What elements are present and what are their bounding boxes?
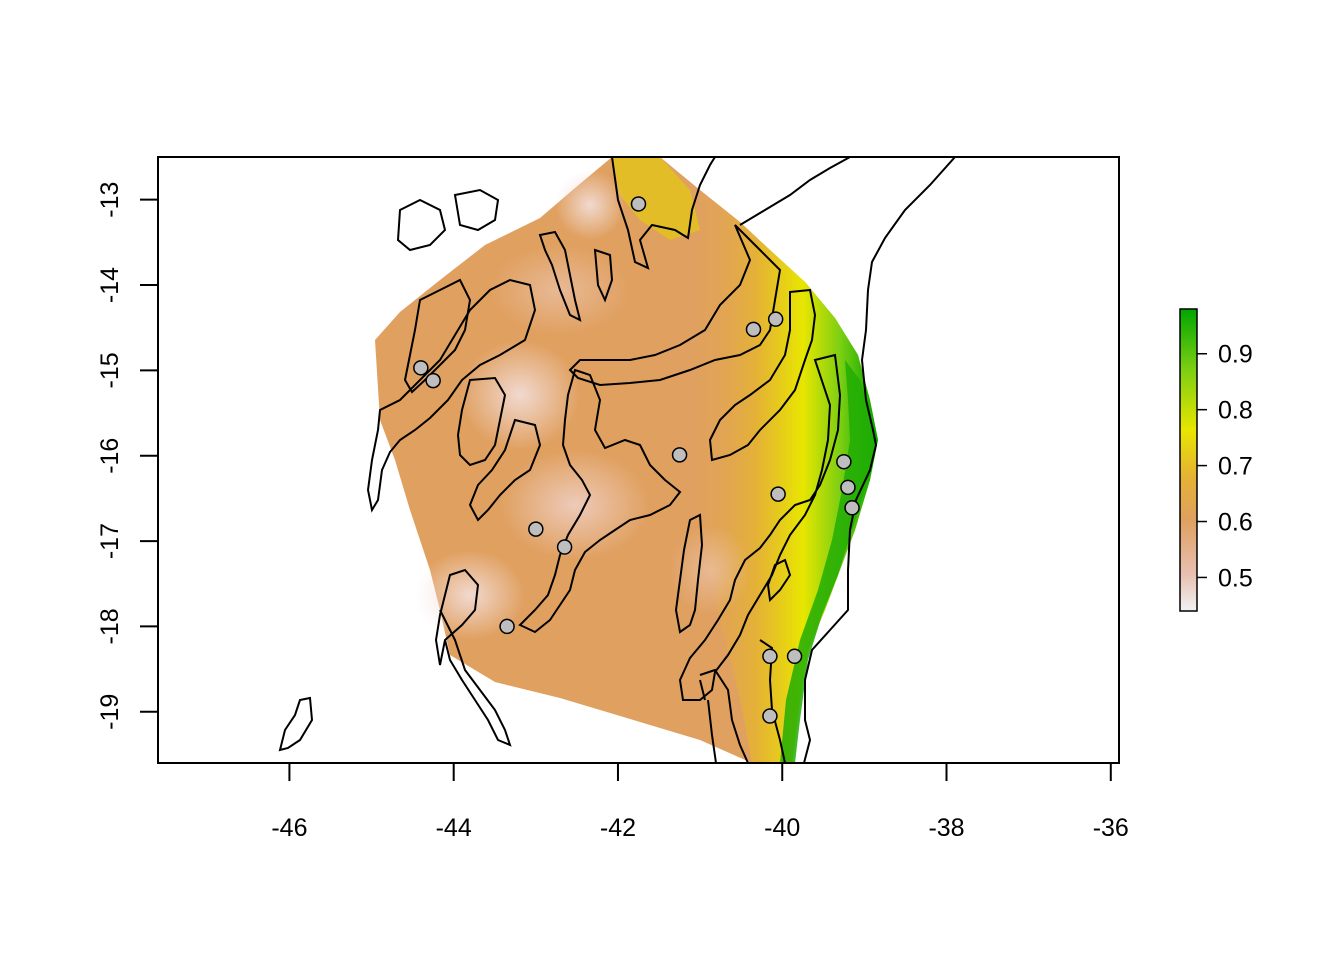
y-axis: -13 -14 -15 -16 -17 -18 -19 (96, 182, 159, 730)
coastline (803, 157, 956, 763)
site-point (745, 321, 762, 338)
site-point (499, 618, 515, 635)
legend-tick-label: 0.5 (1218, 564, 1253, 592)
site-point (840, 479, 856, 496)
raster-pale-west (460, 340, 580, 450)
y-tick-label: -17 (96, 523, 124, 559)
color-legend: 0.5 0.6 0.7 0.8 0.9 (1179, 308, 1253, 612)
outline-southwest-border (439, 609, 512, 747)
site-point (556, 539, 573, 555)
outline-poly-ridge (674, 513, 704, 634)
legend-colorbar (1179, 308, 1198, 612)
site-point (762, 648, 778, 665)
raster-pale-center (500, 450, 650, 560)
site-point (770, 486, 786, 502)
raster-pale-north (555, 170, 625, 240)
outline-layer (278, 157, 956, 763)
y-tick-label: -14 (96, 267, 124, 303)
outline-northeast-border (739, 157, 851, 226)
site-point (413, 360, 429, 376)
raster-east-band (690, 190, 878, 763)
y-tick-label: -19 (96, 694, 124, 730)
x-tick-label: -44 (436, 814, 472, 842)
outline-poly-west-b (403, 278, 472, 394)
outline-west-coast-chunk (278, 696, 314, 752)
outline-poly-south-coastal (759, 558, 792, 763)
outline-poly-north-small (538, 230, 614, 322)
site-point (767, 311, 784, 327)
x-tick-label: -36 (1093, 814, 1129, 842)
outline-poly-west-a (366, 278, 537, 513)
outline-poly-south (699, 668, 749, 763)
raster-surface (375, 157, 878, 763)
x-tick-label: -46 (271, 814, 307, 842)
site-point (425, 372, 441, 389)
y-tick-label: -15 (96, 352, 124, 388)
outline-poly-west-c (456, 376, 507, 467)
site-point (836, 453, 852, 470)
legend-tick-label: 0.8 (1218, 397, 1253, 425)
site-point (630, 196, 647, 212)
outline-poly-west-d (468, 418, 542, 522)
site-point (786, 648, 803, 665)
x-tick-label: -40 (764, 814, 800, 842)
raster-pale-south (415, 550, 525, 640)
legend-tick-label: 0.9 (1218, 341, 1253, 369)
y-tick-label: -13 (96, 182, 124, 218)
legend-tick-label: 0.7 (1218, 453, 1253, 481)
y-tick-label: -18 (96, 608, 124, 644)
site-point (762, 708, 778, 724)
y-tick-label: -16 (96, 438, 124, 474)
legend-tick-label: 0.6 (1218, 509, 1253, 537)
x-tick-label: -38 (928, 814, 964, 842)
outline-poly-east-a (708, 288, 817, 462)
site-point (528, 521, 544, 537)
raster-pale-east (670, 525, 750, 615)
outline-poly-north (611, 157, 716, 270)
site-point (671, 447, 688, 463)
site-point (844, 500, 860, 516)
outline-poly-center (518, 368, 682, 634)
x-axis: -46 -44 -42 -40 -38 -36 (271, 762, 1129, 842)
site-markers (413, 196, 860, 724)
outline-poly-east-b (678, 353, 842, 701)
outline-west-border (396, 188, 500, 252)
x-tick-label: -42 (600, 814, 636, 842)
raster-coast-green (780, 360, 876, 763)
raster-north-lobe (612, 157, 700, 240)
